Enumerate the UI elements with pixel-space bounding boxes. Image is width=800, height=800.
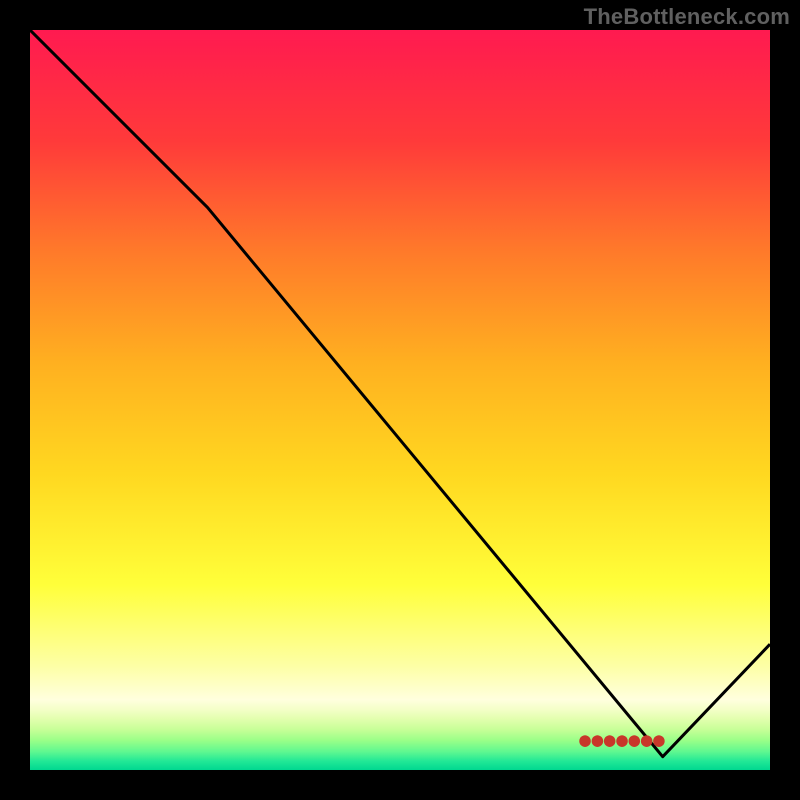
- plot-svg: ⬤⬤⬤⬤⬤⬤⬤: [30, 30, 770, 770]
- plot-area: ⬤⬤⬤⬤⬤⬤⬤: [30, 30, 770, 770]
- chart-container: TheBottleneck.com ⬤⬤⬤⬤⬤⬤⬤: [0, 0, 800, 800]
- series-marker: ⬤⬤⬤⬤⬤⬤⬤: [579, 735, 665, 747]
- watermark-text: TheBottleneck.com: [584, 4, 790, 30]
